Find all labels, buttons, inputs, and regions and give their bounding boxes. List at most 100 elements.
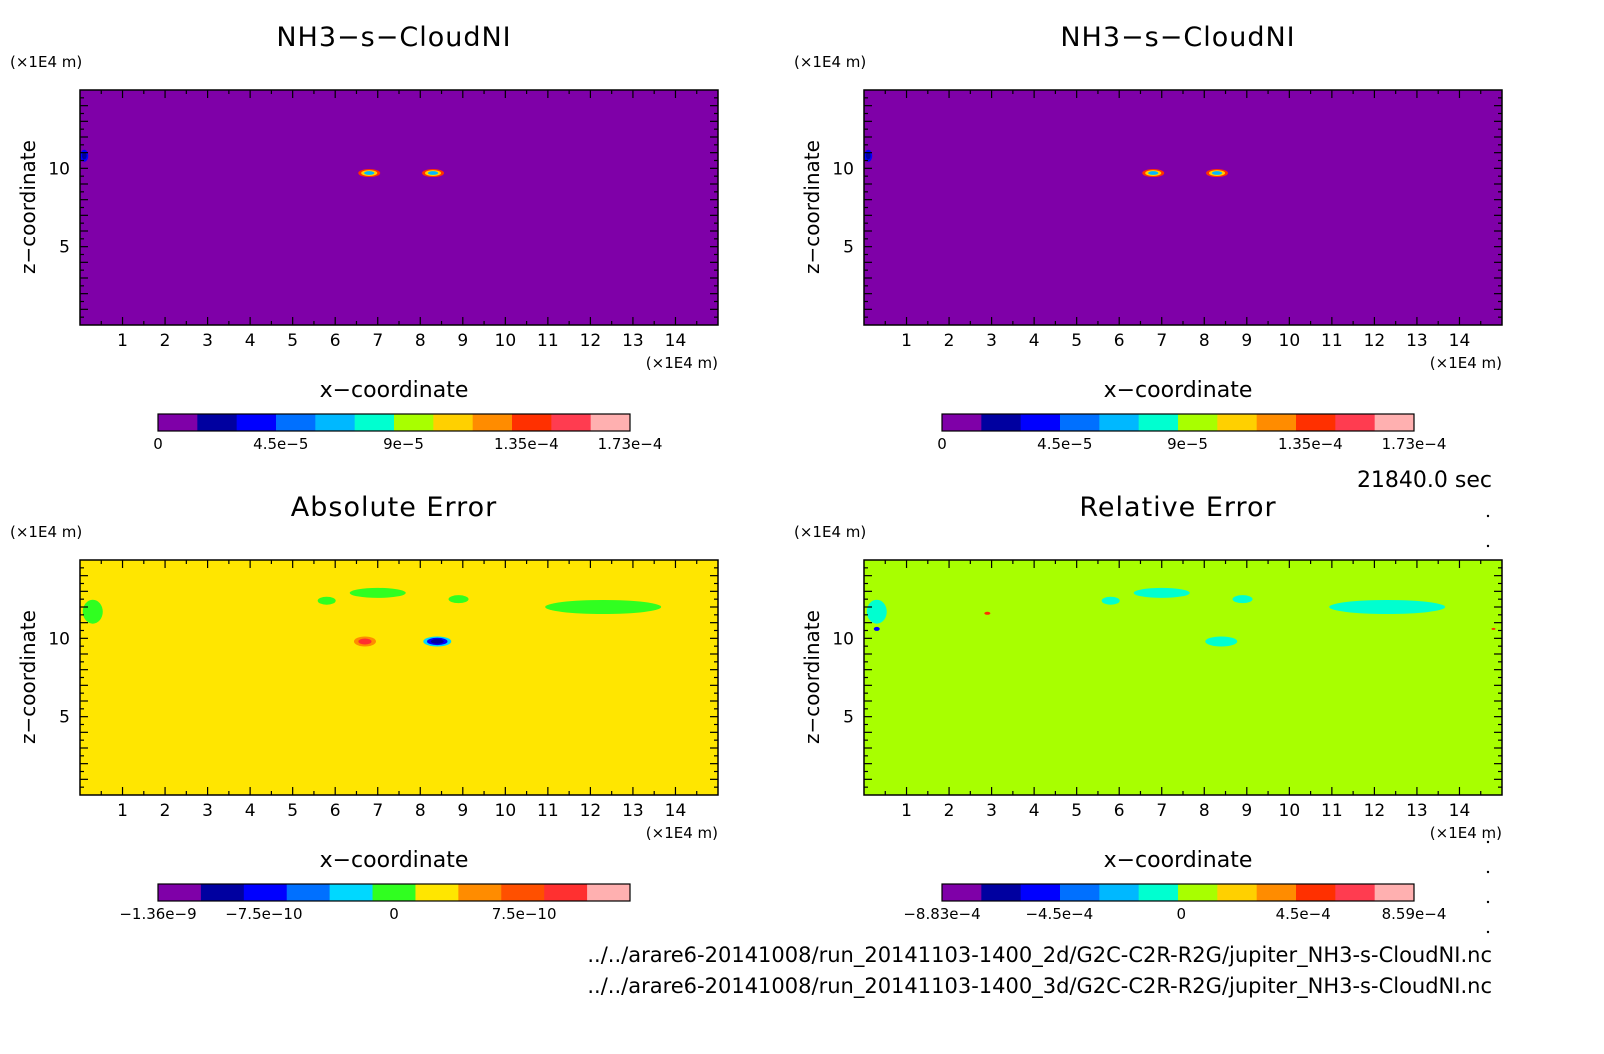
colorbar-swatch: [1335, 414, 1376, 431]
x-tick-label: 9: [457, 331, 468, 351]
margin-dot: [1486, 514, 1490, 518]
x-tick-label: 10: [1279, 331, 1301, 351]
x-tick-label: 13: [1406, 331, 1428, 351]
colorbar-swatch: [551, 414, 592, 431]
x-tick-label: 3: [986, 331, 997, 351]
colorbar-swatch: [197, 414, 238, 431]
x-tick-label: 14: [1449, 331, 1471, 351]
field-background: [864, 560, 1502, 795]
x-tick-label: 6: [1114, 801, 1125, 821]
colorbar-tick-label: −8.83e−4: [903, 905, 980, 923]
x-tick-label: 4: [1029, 331, 1040, 351]
y-axis-label: z−coordinate: [800, 140, 824, 274]
x-tick-label: 12: [1364, 801, 1386, 821]
colorbar-tick-label: 9e−5: [1167, 435, 1208, 453]
field-feature-3: [865, 152, 871, 160]
colorbar-swatch: [1138, 884, 1179, 901]
colorbar-swatch: [276, 414, 316, 431]
colorbar-swatch: [981, 414, 1022, 431]
x-tick-label: 13: [622, 801, 644, 821]
colorbar-frame: [941, 883, 1415, 902]
colorbar-frame: [157, 413, 631, 432]
colorbar-frame: [157, 883, 631, 902]
y-axis-label: z−coordinate: [16, 140, 40, 274]
colorbar-swatch: [286, 884, 331, 901]
colorbar-swatch: [981, 884, 1022, 901]
x-tick-label: 6: [1114, 331, 1125, 351]
field-feature-2: [1133, 587, 1190, 598]
colorbar-swatch: [1138, 414, 1179, 431]
x-tick-label: 11: [1321, 801, 1343, 821]
field-feature-1: [1148, 171, 1159, 175]
file-path-2: ../../arare6-20141008/run_20141103-1400_…: [587, 974, 1492, 999]
x-tick-label: 1: [901, 801, 912, 821]
colorbar-swatch: [433, 414, 474, 431]
colorbar-tick-label: −4.5e−4: [1025, 905, 1093, 923]
colorbar-swatch: [1335, 884, 1376, 901]
x-tick-label: 8: [1199, 801, 1210, 821]
field-patch: [873, 626, 880, 631]
field-features: [82, 587, 662, 647]
x-tick-label: 9: [1241, 331, 1252, 351]
field-feature-4: [349, 587, 406, 598]
colorbar-tick-label: 1.35e−4: [494, 435, 559, 453]
x-tick-label: 14: [665, 331, 687, 351]
x-unit-label: (×1E4 m): [646, 354, 718, 372]
colorbar-frame: [941, 413, 1415, 432]
x-tick-label: 14: [1449, 801, 1471, 821]
colorbar-swatch: [243, 884, 288, 901]
colorbar-swatch: [1178, 884, 1218, 901]
x-tick-label: 1: [901, 331, 912, 351]
margin-dot: [1486, 900, 1490, 904]
x-tick-label: 3: [986, 801, 997, 821]
x-tick-label: 10: [495, 331, 517, 351]
field-feature-1: [364, 171, 375, 175]
colorbar-swatch: [1256, 414, 1297, 431]
colorbar-tick-label: 4.5e−4: [1276, 905, 1331, 923]
colorbar-swatch: [1217, 414, 1258, 431]
x-tick-label: 11: [537, 331, 559, 351]
y-tick-label: 10: [832, 159, 854, 179]
colorbar-swatch: [1374, 414, 1415, 431]
x-tick-label: 5: [1071, 331, 1082, 351]
colorbar-tick-label: 4.5e−5: [253, 435, 308, 453]
x-tick-label: 11: [537, 801, 559, 821]
chart-title: Relative Error: [1079, 492, 1276, 523]
colorbar-swatch: [472, 414, 513, 431]
x-tick-label: 13: [622, 331, 644, 351]
x-unit-label: (×1E4 m): [1430, 354, 1502, 372]
x-tick-label: 8: [1199, 331, 1210, 351]
field-patch: [1232, 595, 1253, 604]
y-tick-label: 5: [843, 708, 854, 728]
x-axis-label: x−coordinate: [320, 378, 469, 403]
x-tick-label: 4: [1029, 801, 1040, 821]
chart-panel-2: NH3−s−CloudNI(×1E4 m)1 2 3 4 5 6 7 8 9 10 11 12 13 14…: [794, 22, 1503, 453]
x-tick-label: 5: [1071, 801, 1082, 821]
field-feature-3: [1205, 636, 1238, 647]
y-tick-label: 10: [48, 629, 70, 649]
colorbar-swatch: [544, 884, 588, 901]
colorbar-swatch: [942, 884, 982, 901]
colorbar-tick-label: 1.35e−4: [1278, 435, 1343, 453]
y-axis-label: z−coordinate: [16, 610, 40, 744]
field-background: [80, 90, 718, 325]
x-tick-label: 3: [202, 801, 213, 821]
field-feature-3: [81, 152, 87, 160]
field-patch: [1491, 627, 1496, 630]
field-background: [80, 560, 718, 795]
x-tick-label: 7: [372, 331, 383, 351]
colorbar-tick-label: 0: [937, 435, 947, 453]
colorbar-swatch: [587, 884, 631, 901]
colorbar-tick-label: 4.5e−5: [1037, 435, 1092, 453]
x-tick-label: 3: [202, 331, 213, 351]
y-tick-label: 10: [48, 159, 70, 179]
colorbar-tick-label: 7.5e−10: [492, 905, 557, 923]
colorbar-tick-label: 0: [1176, 905, 1186, 923]
x-tick-label: 9: [1241, 801, 1252, 821]
colorbar-tick-label: 0: [389, 905, 399, 923]
x-tick-label: 7: [1156, 801, 1167, 821]
field-feature-1: [358, 638, 372, 645]
x-tick-label: 6: [330, 801, 341, 821]
colorbar-swatch: [329, 884, 374, 901]
colorbar-swatch: [1296, 414, 1336, 431]
